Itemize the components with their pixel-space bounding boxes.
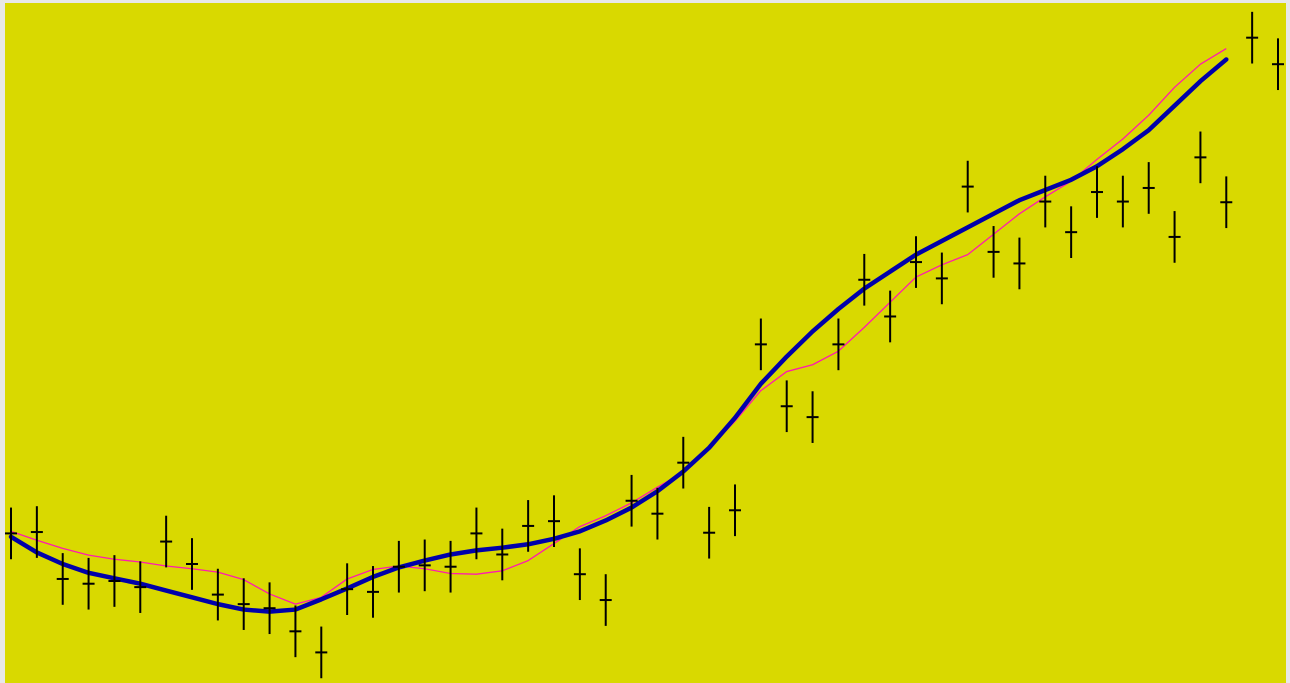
data-point	[367, 566, 379, 618]
data-point	[56, 553, 69, 605]
data-point	[237, 578, 250, 630]
data-point	[625, 474, 638, 527]
data-point	[754, 318, 767, 371]
data-point	[832, 318, 845, 371]
data-point	[82, 557, 95, 610]
smooth-line	[8, 57, 1229, 614]
data-point	[1272, 38, 1284, 91]
data-point	[470, 507, 483, 560]
data-point	[858, 253, 871, 306]
data-point	[496, 528, 509, 581]
data-point	[1168, 211, 1181, 263]
data-point	[418, 539, 431, 592]
data-point	[677, 436, 690, 489]
data-point	[961, 160, 974, 213]
data-point	[1065, 206, 1078, 258]
data-point	[1142, 162, 1155, 214]
data-points-layer	[5, 11, 1284, 679]
data-point	[884, 290, 897, 343]
fit-line-layer	[10, 48, 1227, 605]
data-point	[935, 252, 948, 305]
fit-line	[10, 48, 1227, 605]
data-point	[211, 568, 224, 621]
chart-plot	[5, 3, 1286, 683]
data-point	[651, 487, 664, 540]
data-point	[987, 226, 1000, 278]
data-point	[186, 538, 198, 590]
data-point	[729, 484, 741, 537]
chart-frame	[5, 3, 1286, 683]
data-point	[289, 605, 302, 658]
data-point	[30, 506, 43, 558]
data-point	[263, 582, 276, 635]
smooth-line-layer	[8, 57, 1229, 614]
data-point	[315, 626, 328, 679]
data-point	[522, 500, 535, 552]
data-point	[548, 495, 560, 547]
data-point	[599, 574, 612, 626]
data-point	[1220, 176, 1233, 229]
data-point	[1194, 131, 1207, 184]
data-point	[703, 506, 716, 559]
data-point	[392, 540, 405, 593]
data-point	[341, 563, 354, 615]
data-point	[160, 515, 173, 568]
data-point	[1116, 175, 1129, 228]
data-point	[5, 507, 17, 560]
data-point	[910, 236, 922, 288]
data-point	[1013, 237, 1026, 290]
data-point	[573, 548, 586, 601]
data-point	[1091, 166, 1103, 218]
data-point	[806, 391, 819, 443]
plot-background	[5, 3, 1286, 683]
data-point	[1246, 11, 1259, 64]
data-point	[108, 555, 121, 607]
data-point	[1039, 175, 1052, 228]
data-point	[134, 561, 147, 613]
data-point	[780, 380, 793, 433]
data-point	[444, 540, 457, 593]
